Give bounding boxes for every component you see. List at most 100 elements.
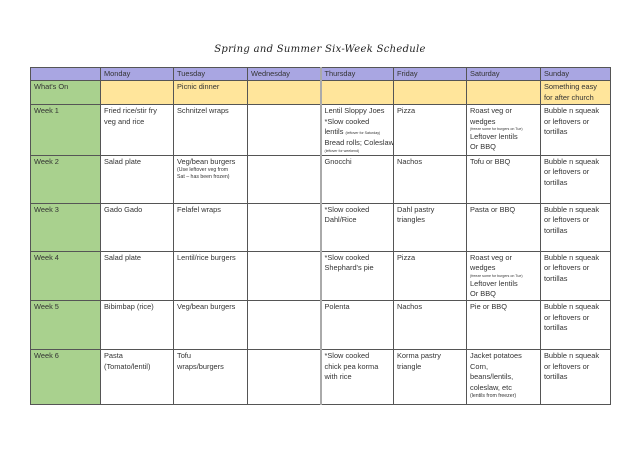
meal-text: *Slow cooked: [324, 351, 370, 361]
meal-cell-tuesday: Picnic dinner: [173, 80, 248, 106]
meal-cell-sunday: Bubble n squeak or leftovers or tortillas: [540, 349, 611, 406]
meal-text: Something easy: [544, 82, 597, 92]
week-row: Week 3 Gado Gado Felafel wraps *Slow cooked…: [30, 202, 611, 252]
meal-text: Salad plate: [104, 156, 141, 166]
meal-text: for after church: [544, 92, 594, 102]
meal-cell-saturday: Roast veg or wedges (freeze some for burge…: [466, 250, 541, 302]
meal-text: or leftovers or: [544, 215, 590, 225]
meal-cell-monday: Salad plate: [100, 154, 174, 204]
meal-cell-friday: [393, 80, 467, 106]
meal-text: Polenta: [324, 302, 350, 312]
meal-text: chick pea korma: [324, 361, 379, 371]
meal-cell-saturday: [466, 80, 541, 106]
meal-text: Pizza: [397, 252, 416, 262]
week-row: Week 6 Pasta (Tomato/lentil) Tofu wraps/burg…: [30, 349, 611, 406]
meal-text: tortillas: [544, 177, 568, 187]
meal-text: Bubble n squeak: [544, 302, 600, 312]
meal-text: *Slow cooked: [324, 252, 370, 262]
meal-text: *Slow cooked: [324, 204, 370, 214]
meal-text: triangles: [397, 215, 425, 225]
meal-text: or leftovers or: [544, 116, 590, 126]
row-label: Week 1: [30, 104, 101, 156]
header-corner: [30, 66, 101, 82]
meal-cell-tuesday: Lentil/rice burgers: [173, 250, 248, 302]
meal-cell-thursday: *Slow cooked Shephard's pie: [320, 250, 394, 302]
meal-text: Felafel wraps: [177, 204, 221, 214]
row-label: Week 4: [30, 250, 101, 302]
meal-text: Roast veg or: [470, 106, 512, 116]
meal-text: Schnitzel wraps: [177, 106, 229, 116]
meal-text: beans/lentils,: [470, 372, 514, 382]
meal-text: Lentil Sloppy Joes: [324, 106, 385, 116]
meal-cell-sunday: Bubble n squeak or leftovers or tortillas: [540, 300, 611, 351]
meal-text: tortillas: [544, 323, 568, 333]
meal-text: Salad plate: [104, 252, 141, 262]
meal-cell-monday: Bibimbap (rice): [100, 300, 174, 351]
row-label: Week 2: [30, 154, 101, 204]
whats-on-row: What's On Picnic dinner Something easy for …: [30, 80, 611, 106]
meal-cell-monday: Salad plate: [100, 250, 174, 302]
meal-text: Gado Gado: [104, 204, 143, 214]
meal-cell-thursday: Lentil Sloppy Joes *Slow cooked lentils (l…: [320, 104, 394, 156]
meal-cell-tuesday: Schnitzel wraps: [173, 104, 248, 156]
meal-text: Bibimbap (rice): [104, 302, 154, 312]
meal-cell-friday: Pizza: [393, 250, 467, 302]
meal-text: Bubble n squeak: [544, 252, 600, 262]
meal-text: or leftovers or: [544, 167, 590, 177]
row-label: Week 5: [30, 300, 101, 351]
meal-cell-wednesday: [247, 250, 322, 302]
meal-text: Bubble n squeak: [544, 156, 600, 166]
row-label: Week 6: [30, 349, 101, 406]
meal-cell-saturday: Jacket potatoes Corn, beans/lentils, colesl…: [466, 349, 541, 406]
meal-text: Veg/bean burgers: [177, 302, 236, 312]
meal-cell-saturday: Pie or BBQ: [466, 300, 541, 351]
meal-note: (freeze some for burgers on Tue): [470, 273, 523, 278]
column-header-thursday: Thursday: [320, 66, 394, 82]
meal-text: Gnocchi: [324, 156, 352, 166]
meal-cell-friday: Nachos: [393, 154, 467, 204]
meal-text: lentils: [324, 127, 344, 137]
meal-note: (Use leftover veg from: [177, 167, 229, 174]
meal-text: Bubble n squeak: [544, 106, 600, 116]
meal-text: Bubble n squeak: [544, 204, 600, 214]
week-row: Week 2 Salad plate Veg/bean burgers (Use le…: [30, 154, 611, 204]
meal-cell-friday: Dahl pastry triangles: [393, 202, 467, 252]
meal-text: Jacket potatoes: [470, 351, 522, 361]
meal-cell-thursday: [320, 80, 394, 106]
meal-text: Roast veg or: [470, 252, 512, 262]
meal-cell-thursday: *Slow cooked Dahl/Rice: [320, 202, 394, 252]
meal-text: tortillas: [544, 372, 568, 382]
meal-text: (Tomato/lentil): [104, 361, 151, 371]
meal-cell-monday: Pasta (Tomato/lentil): [100, 349, 174, 406]
document-title: Spring and Summer Six-Week Schedule: [214, 44, 426, 55]
meal-cell-monday: Gado Gado: [100, 202, 174, 252]
meal-text: Veg/bean burgers: [177, 156, 236, 166]
meal-cell-saturday: Roast veg or wedges (freeze some for burge…: [466, 104, 541, 156]
meal-text: Pizza: [397, 106, 416, 116]
meal-text: Picnic dinner: [177, 82, 220, 92]
column-header-saturday: Saturday: [466, 66, 541, 82]
meal-cell-friday: Korma pastry triangle: [393, 349, 467, 406]
meal-text: Bubble n squeak: [544, 351, 600, 361]
meal-text: Or BBQ: [470, 142, 496, 152]
meal-text: Korma pastry: [397, 351, 441, 361]
meal-cell-sunday: Bubble n squeak or leftovers or tortillas: [540, 250, 611, 302]
week-row: Week 5 Bibimbap (rice) Veg/bean burgers Pol…: [30, 300, 611, 351]
meal-text: Pasta: [104, 351, 123, 361]
meal-text: Lentil/rice burgers: [177, 252, 236, 262]
meal-cell-sunday: Bubble n squeak or leftovers or tortillas: [540, 104, 611, 156]
meal-text: tortillas: [544, 225, 568, 235]
meal-text: Dahl/Rice: [324, 215, 357, 225]
meal-text: Or BBQ: [470, 289, 496, 299]
meal-cell-friday: Pizza: [393, 104, 467, 156]
meal-text: Leftover lentils: [470, 278, 518, 288]
meal-text: wedges: [470, 263, 496, 273]
meal-text: Fried rice/stir fry: [104, 106, 157, 116]
column-header-friday: Friday: [393, 66, 467, 82]
meal-cell-wednesday: [247, 349, 322, 406]
meal-note: (leftover for weekend): [324, 148, 360, 153]
meal-text: Dahl pastry: [397, 204, 435, 214]
meal-text: Pasta or BBQ: [470, 204, 516, 214]
meal-cell-tuesday: Veg/bean burgers (Use leftover veg from Sa…: [173, 154, 248, 204]
column-header-sunday: Sunday: [540, 66, 611, 82]
